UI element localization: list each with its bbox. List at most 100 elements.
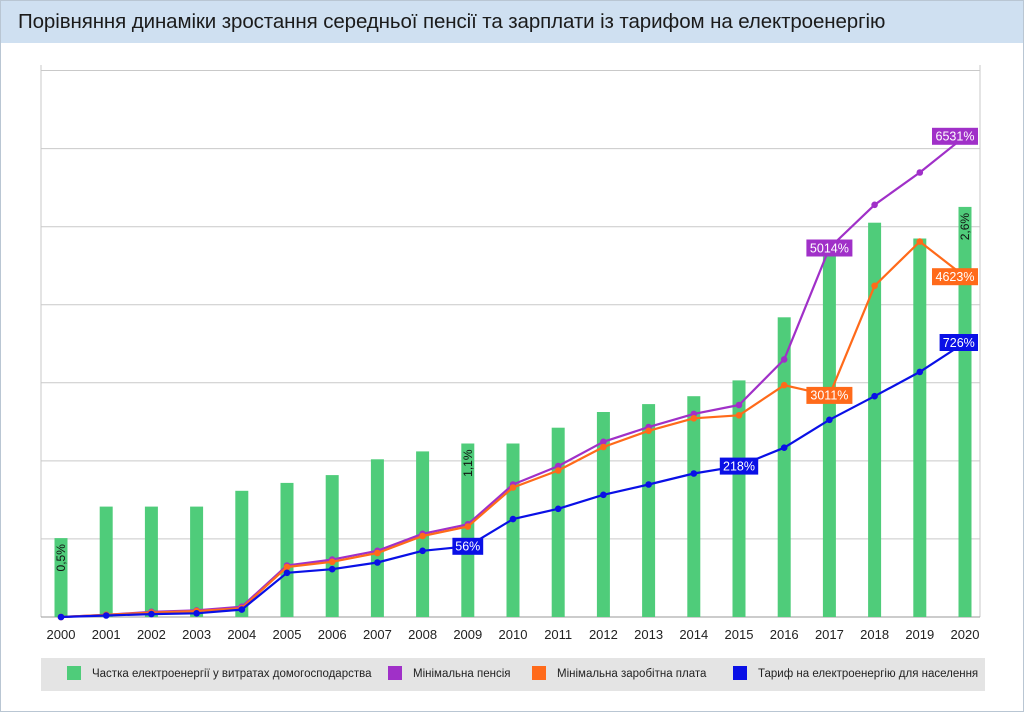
point-tariff-2011 xyxy=(554,505,562,513)
x-tick-label-2016: 2016 xyxy=(770,627,799,642)
point-tariff-2000 xyxy=(57,613,65,621)
point-wage-2012 xyxy=(600,443,607,451)
x-tick-label-2015: 2015 xyxy=(725,627,754,642)
data-label-pension-2017: 5014% xyxy=(810,241,849,255)
data-label-box-tariff-2015 xyxy=(719,457,759,475)
legend-label-tariff: Тариф на електроенергію для населення xyxy=(758,668,979,680)
x-tick-label-2001: 2001 xyxy=(92,627,121,642)
bar-2006 xyxy=(325,475,339,617)
x-tick-label-2012: 2012 xyxy=(589,627,618,642)
legend-label-wage: Мінімальна заробітна плата xyxy=(557,668,707,680)
point-wage-2010 xyxy=(509,484,517,491)
data-label-box-tariff-2009 xyxy=(452,537,484,555)
legend: Частка електроенергії у витратах домогос… xyxy=(41,658,985,691)
bar-2007 xyxy=(370,459,384,617)
x-tick-label-2005: 2005 xyxy=(273,627,302,642)
bar-2020 xyxy=(958,206,972,617)
point-wage-2005 xyxy=(283,563,291,571)
point-wage-2009 xyxy=(464,523,472,530)
point-tariff-2008 xyxy=(419,547,426,555)
x-tick-label-2013: 2013 xyxy=(634,627,663,642)
data-label-wage-2020: 4623% xyxy=(936,270,975,284)
point-tariff-2004 xyxy=(238,606,246,613)
point-wage-2006 xyxy=(328,558,336,566)
bar-2016 xyxy=(777,317,791,617)
data-label-box-pension-2017 xyxy=(806,239,853,257)
data-label-box-pension-2020 xyxy=(932,127,978,145)
point-tariff-2002 xyxy=(148,610,155,618)
legend-item-share: Частка електроенергії у витратах домогос… xyxy=(67,666,372,683)
point-tariff-2010 xyxy=(509,515,517,523)
legend-item-wage: Мінімальна заробітна плата xyxy=(532,666,707,683)
x-tick-label-2008: 2008 xyxy=(408,627,437,642)
bar-2009 xyxy=(461,443,475,617)
x-tick-label-2020: 2020 xyxy=(951,627,980,642)
x-tick-label-2017: 2017 xyxy=(815,627,844,642)
data-label-tariff-2015: 218% xyxy=(723,459,755,473)
x-tick-label-2002: 2002 xyxy=(137,627,166,642)
point-tariff-2016 xyxy=(780,444,788,452)
legend-swatch-pension xyxy=(388,666,402,680)
x-tick-label-2004: 2004 xyxy=(227,627,256,642)
point-wage-2019 xyxy=(916,238,924,245)
bar-2010 xyxy=(506,443,520,617)
point-tariff-2007 xyxy=(374,559,381,566)
data-label-tariff-2009: 56% xyxy=(455,540,480,554)
bar-2018 xyxy=(868,222,882,617)
point-tariff-2014 xyxy=(690,470,698,477)
data-label-wage-2017: 3011% xyxy=(810,389,848,403)
x-tick-label-2011: 2011 xyxy=(544,627,572,642)
bar-2013 xyxy=(642,404,656,617)
point-tariff-2019 xyxy=(916,368,924,376)
point-tariff-2001 xyxy=(102,612,110,619)
point-wage-2018 xyxy=(871,282,878,290)
bar-label-2000: 0,5% xyxy=(54,544,68,572)
point-pension-2015 xyxy=(735,401,743,409)
point-tariff-2017 xyxy=(826,416,833,424)
point-wage-2015 xyxy=(735,412,743,419)
data-label-tariff-2020: 726% xyxy=(943,336,975,350)
bar-2017 xyxy=(822,254,836,618)
point-wage-2011 xyxy=(554,467,562,474)
data-label-pension-2020: 6531% xyxy=(936,130,975,144)
legend-item-pension: Мінімальна пенсія xyxy=(388,666,511,683)
x-tick-label-2009: 2009 xyxy=(453,627,482,642)
bar-2005 xyxy=(280,482,294,617)
x-tick-label-2019: 2019 xyxy=(905,627,934,642)
bar-2019 xyxy=(913,238,927,617)
data-label-box-wage-2020 xyxy=(932,268,978,286)
bar-2001 xyxy=(99,506,113,617)
x-tick-label-2006: 2006 xyxy=(318,627,347,642)
x-tick-label-2018: 2018 xyxy=(860,627,889,642)
point-tariff-2018 xyxy=(871,392,878,400)
legend-item-tariff: Тариф на електроенергію для населення xyxy=(733,666,979,683)
point-pension-2019 xyxy=(916,169,924,176)
point-tariff-2006 xyxy=(328,565,336,573)
x-tick-label-2010: 2010 xyxy=(499,627,528,642)
title-bar: Порівняння динаміки зростання середньої … xyxy=(1,1,1023,43)
data-label-box-tariff-2020 xyxy=(939,334,978,351)
point-pension-2018 xyxy=(871,201,878,209)
point-wage-2016 xyxy=(780,381,788,389)
point-tariff-2005 xyxy=(283,569,291,577)
point-tariff-2013 xyxy=(645,481,652,488)
point-wage-2014 xyxy=(690,415,698,422)
x-tick-label-2003: 2003 xyxy=(182,627,211,642)
bar-2012 xyxy=(596,412,610,617)
point-wage-2013 xyxy=(645,427,652,435)
bar-2011 xyxy=(551,427,565,617)
x-tick-label-2014: 2014 xyxy=(679,627,708,642)
legend-swatch-share xyxy=(67,666,81,680)
point-tariff-2003 xyxy=(193,610,200,617)
data-label-box-wage-2017 xyxy=(806,386,853,404)
chart-area: 0,5% 1,1% 2,6% 5014% 6531% 3011% 4623% 56% 218% 7… xyxy=(40,65,981,642)
bar-2004 xyxy=(235,490,249,617)
point-wage-2007 xyxy=(374,549,381,557)
point-tariff-2012 xyxy=(600,491,607,499)
chart-title: Порівняння динаміки зростання середньої … xyxy=(18,10,886,33)
point-wage-2008 xyxy=(419,532,426,540)
bar-2002 xyxy=(144,506,158,617)
legend-swatch-wage xyxy=(532,666,546,680)
point-pension-2012 xyxy=(600,438,607,446)
